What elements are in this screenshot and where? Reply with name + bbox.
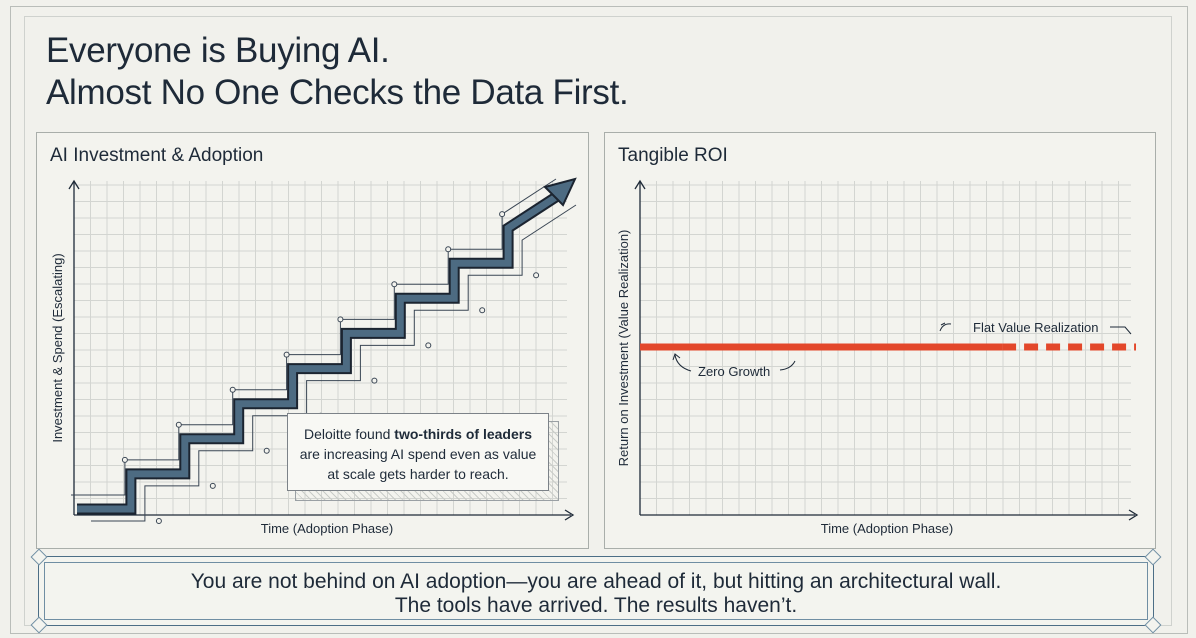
investment-thin-step-b [91,204,577,522]
roi-chart-title: Tangible ROI [618,145,728,166]
deloitte-callout: Deloitte found two-thirds of leaders are… [287,413,549,491]
zero-annotation: Zero Growth [698,364,770,379]
headline-line-2: Almost No One Checks the Data First. [46,73,629,112]
investment-step-dot [229,386,236,393]
flat-annotation: Flat Value Realization [973,320,1099,335]
investment-step-dot [263,447,270,454]
investment-step-dot [391,281,398,288]
roi-chart-panel: Tangible ROI Flat Value Realization Zero… [604,132,1156,549]
investment-step-dot [337,316,344,323]
investment-y-label: Investment & Spend (Escalating) [50,253,65,442]
investment-thin-step-a [71,178,557,496]
investment-x-arrowhead [564,509,575,521]
investment-step-dot [283,351,290,358]
conclusion-banner: You are not behind on AI adoption—you ar… [30,548,1162,634]
investment-step-dot [499,211,506,218]
zero-annotation-left-head [672,353,681,361]
investment-step-dot [121,456,128,463]
roi-x-arrowhead [1128,509,1139,521]
investment-chart-title: AI Investment & Adoption [50,145,264,166]
flat-annotation-left-head [940,322,946,326]
roi-x-label: Time (Adoption Phase) [821,521,953,536]
investment-x-label: Time (Adoption Phase) [261,521,393,536]
investment-step-dot [533,272,540,279]
zero-annotation-right-tick [779,360,796,371]
investment-step-dot [209,482,216,489]
roi-chart: Flat Value Realization Zero Growth Time … [616,179,1139,536]
investment-chart-panel: AI Investment & Adoption Time (Adoption … [36,132,589,549]
callout-bold: two-thirds of leaders [394,426,532,442]
flat-annotation-right-tick [1110,326,1132,335]
callout-line-3: at scale gets harder to reach. [327,466,509,482]
roi-y-label: Return on Investment (Value Realization) [616,230,631,467]
zero-annotation-left-tick [674,354,692,372]
banner-text: You are not behind on AI adoption—you ar… [39,570,1153,618]
investment-series-arrowhead [543,177,577,207]
callout-line-1: Deloitte found two-thirds of leaders [288,424,548,444]
banner-inner-border [44,562,1148,620]
callout-line-2: are increasing AI spend even as value [299,446,537,462]
investment-step-dot [175,421,182,428]
banner-line-1: You are not behind on AI adoption—you ar… [190,570,1002,593]
callout-prefix: Deloitte found [304,426,395,442]
investment-step-dot [371,377,378,384]
roi-y-arrowhead [634,179,646,190]
investment-step-dot [445,246,452,253]
investment-step-dot [425,342,432,349]
headline: Everyone is Buying AI. Almost No One Che… [46,30,629,114]
investment-step-dot [155,518,162,524]
investment-step-dot [479,307,486,314]
flat-annotation-left-tick [939,323,952,332]
headline-line-1: Everyone is Buying AI. [46,31,390,70]
banner-line-2: The tools have arrived. The results have… [394,594,798,617]
investment-series-line [77,190,564,513]
investment-y-arrowhead [68,179,80,190]
